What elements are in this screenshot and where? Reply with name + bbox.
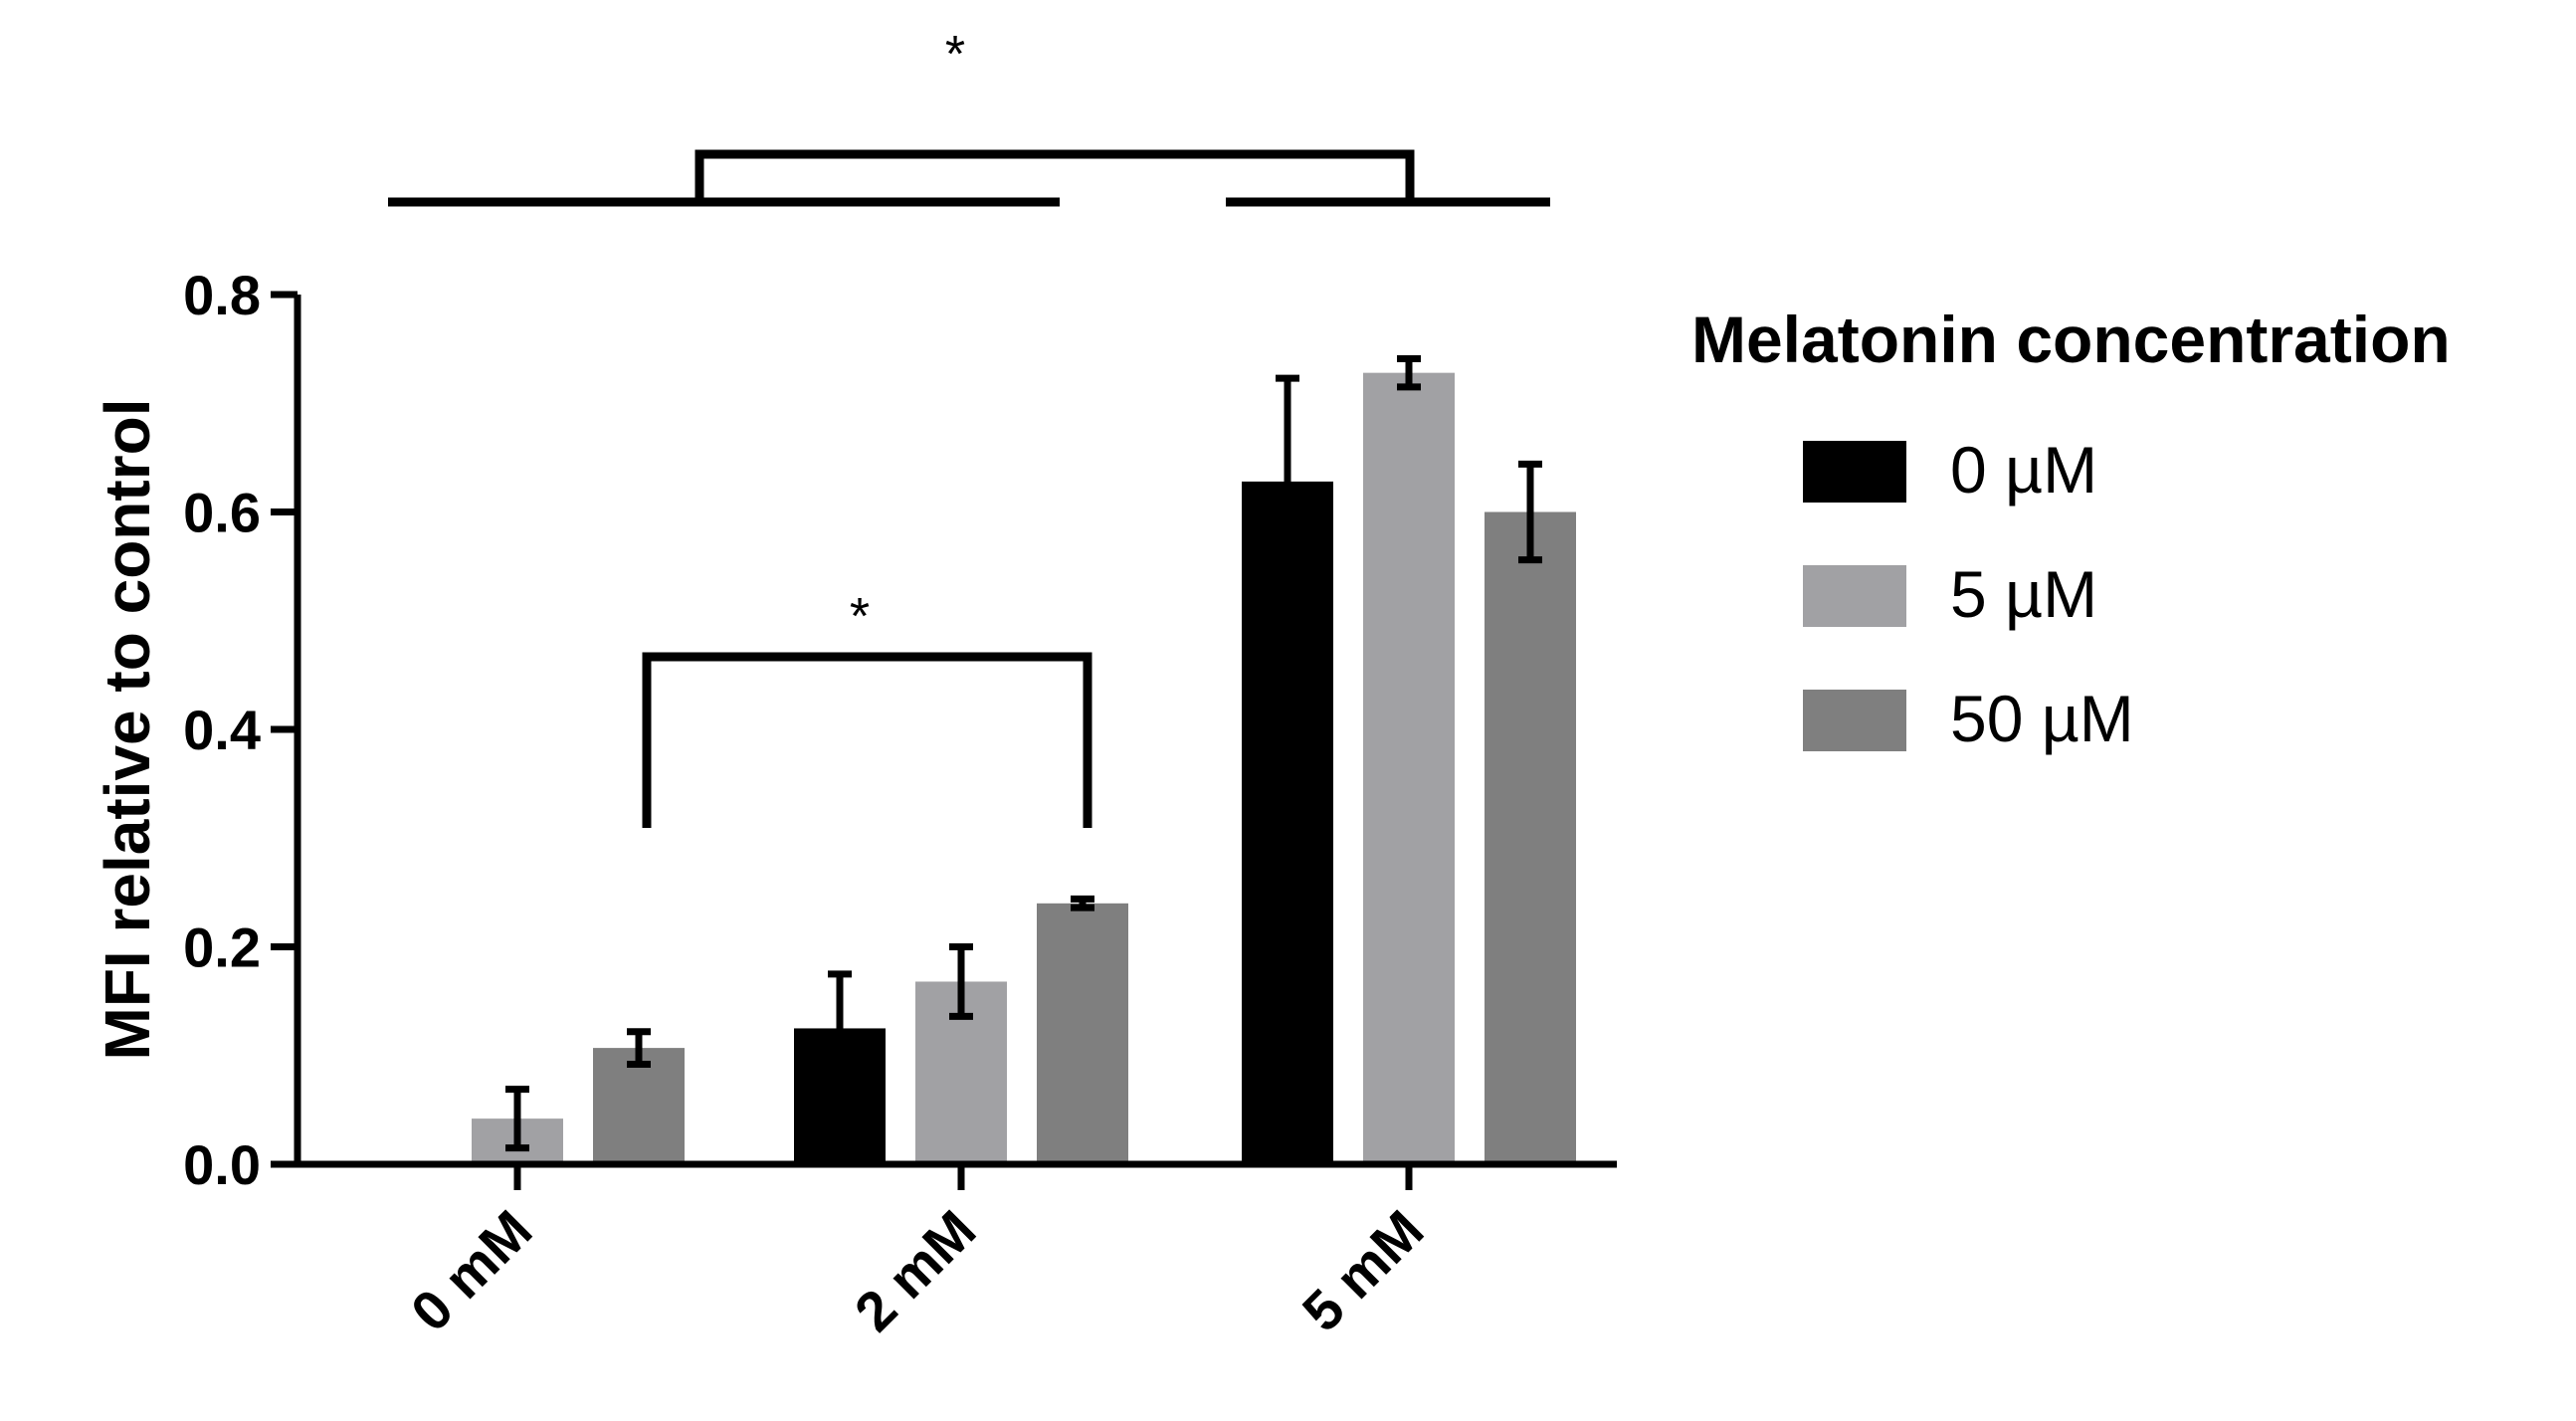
outer-bracket bbox=[694, 149, 1415, 202]
legend-label: 50 µM bbox=[1950, 682, 2134, 755]
y-tick-label: 0.4 bbox=[183, 699, 261, 761]
bars bbox=[472, 372, 1576, 1164]
inner-bracket bbox=[642, 652, 1092, 828]
bar bbox=[1242, 481, 1333, 1164]
inner-significance-star: * bbox=[850, 588, 870, 646]
bar bbox=[1363, 372, 1455, 1164]
legend-label: 5 µM bbox=[1950, 557, 2097, 631]
y-tick-label: 0.8 bbox=[183, 264, 261, 326]
error-bars bbox=[505, 354, 1542, 1152]
legend-title: Melatonin concentration bbox=[1691, 303, 2451, 376]
x-tick-label: 5 mM bbox=[1290, 1198, 1436, 1343]
legend: Melatonin concentration 0 µM 5 µM 50 µM bbox=[1691, 303, 2451, 755]
significance-annotations: * * bbox=[388, 26, 1550, 828]
y-tick-label: 0.2 bbox=[183, 916, 261, 979]
outer-significance-star: * bbox=[945, 26, 965, 84]
legend-label: 0 µM bbox=[1950, 433, 2097, 507]
x-ticks: 0 mM 2 mM 5 mM bbox=[399, 1164, 1436, 1343]
legend-swatch bbox=[1803, 690, 1906, 751]
y-axis-label: MFI relative to control bbox=[92, 399, 163, 1061]
bar bbox=[1485, 511, 1576, 1164]
y-tick-label: 0.6 bbox=[183, 482, 261, 544]
legend-swatch bbox=[1803, 565, 1906, 627]
legend-swatch bbox=[1803, 441, 1906, 503]
x-tick-label: 0 mM bbox=[399, 1198, 544, 1343]
y-ticks: 0.0 0.2 0.4 0.6 0.8 bbox=[183, 264, 297, 1196]
y-tick-label: 0.0 bbox=[183, 1133, 261, 1196]
bar bbox=[1037, 903, 1128, 1164]
x-tick-label: 2 mM bbox=[843, 1198, 988, 1343]
